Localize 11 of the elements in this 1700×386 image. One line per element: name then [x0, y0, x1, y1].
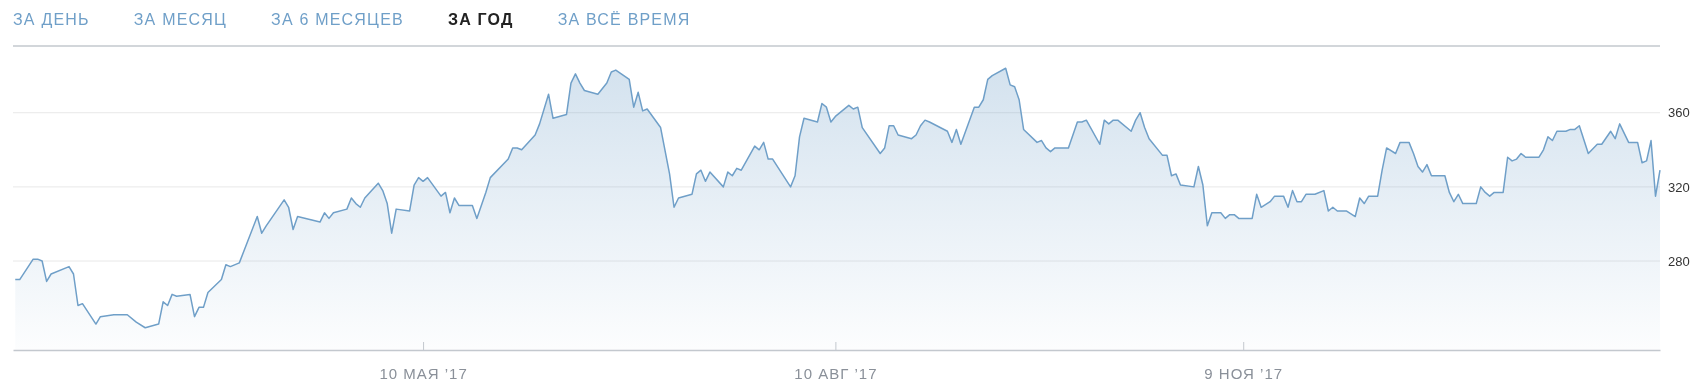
x-tick-label: 10 АВГ ’17	[794, 364, 878, 382]
y-tick-label: 280	[1668, 253, 1690, 269]
y-tick-label: 320	[1668, 179, 1690, 195]
text: ЗА 6 МЕСЯЦЕВ	[271, 11, 404, 28]
text: ЗА ВСЁ ВРЕМЯ	[557, 11, 691, 28]
y-tick-label: 360	[1668, 105, 1690, 121]
x-tick-label: 10 МАЯ ’17	[379, 364, 468, 382]
chart-title: ЗА ГОД	[447, 11, 514, 28]
text: ЗА МЕСЯЦ	[133, 11, 228, 28]
x-tick-label: 9 НОЯ ’17	[1204, 364, 1284, 382]
text: ЗА ДЕНЬ	[13, 11, 90, 28]
